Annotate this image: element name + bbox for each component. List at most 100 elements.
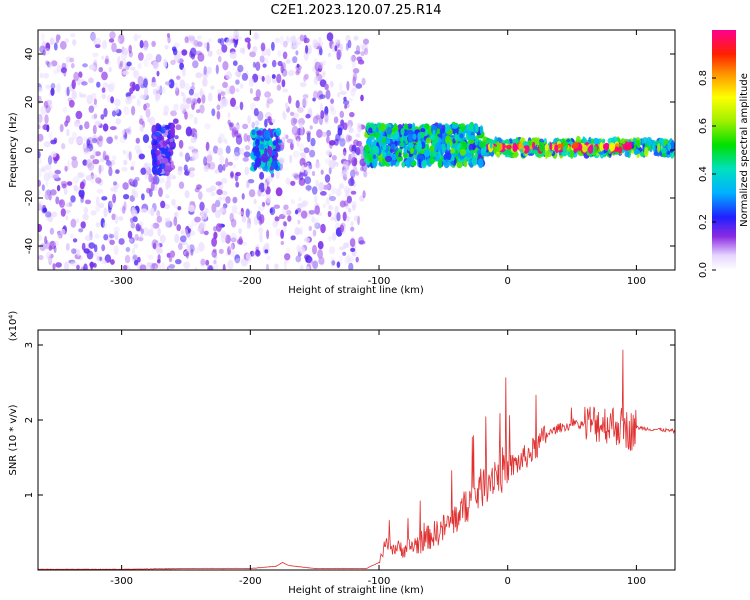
heatmap-cell (190, 248, 194, 256)
heatmap-cell (140, 208, 148, 213)
heatmap-cell (177, 50, 182, 58)
heatmap-cell (167, 179, 172, 188)
heatmap-cell (280, 229, 284, 239)
heatmap-cell (255, 89, 261, 99)
heatmap-cell (290, 111, 295, 116)
heatmap-cell (71, 158, 78, 169)
heatmap-cell (232, 60, 238, 66)
heatmap-cell (275, 169, 281, 180)
heatmap-cell (544, 143, 549, 151)
heatmap-cell (250, 102, 256, 111)
heatmap-cell (327, 52, 332, 57)
heatmap-cell (370, 135, 375, 141)
heatmap-cell (128, 44, 132, 54)
heatmap-cell (189, 50, 193, 58)
heatmap-cell (326, 32, 334, 42)
heatmap-cell (294, 227, 301, 236)
heatmap-cell (103, 107, 108, 118)
heatmap-cell (208, 161, 216, 170)
heatmap-cell (235, 181, 240, 188)
heatmap-cell (168, 265, 175, 270)
heatmap-cell (54, 169, 61, 175)
heatmap-cell (45, 99, 53, 106)
colorbar-gradient (712, 30, 736, 270)
heatmap-cell (80, 173, 85, 178)
heatmap-cell (167, 36, 171, 44)
heatmap-cell (108, 204, 112, 214)
heatmap-cell (314, 205, 321, 215)
heatmap-cell (78, 228, 84, 233)
heatmap-cell (343, 167, 349, 178)
heatmap-cell (416, 153, 424, 163)
heatmap-cell (617, 146, 623, 154)
heatmap-cell (241, 193, 245, 200)
heatmap-cell (353, 35, 359, 41)
heatmap-cell (101, 40, 108, 50)
heatmap-cell (150, 181, 155, 191)
heatmap-cell (255, 249, 260, 256)
heatmap-cell (231, 205, 238, 214)
heatmap-cell (80, 193, 85, 200)
heatmap-cell (196, 184, 202, 190)
heatmap-cell (210, 191, 216, 197)
heatmap-cell (291, 125, 299, 136)
heatmap-cell (92, 149, 96, 158)
heatmap-cell (51, 60, 58, 67)
colorbar-tick-label: 0.4 (698, 166, 709, 182)
heatmap-cell (271, 41, 275, 52)
heatmap-cell (305, 185, 312, 191)
heatmap-cell (65, 56, 72, 63)
heatmap-cell (346, 215, 350, 222)
heatmap-cell (342, 251, 347, 256)
heatmap-cell (350, 176, 354, 186)
heatmap-cell (390, 143, 397, 150)
heatmap-cell (79, 93, 87, 98)
heatmap-cell (302, 200, 309, 207)
heatmap-cell (89, 64, 96, 71)
heatmap-cell (339, 255, 343, 265)
heatmap-cell (45, 164, 52, 171)
heatmap-cell (199, 104, 205, 114)
heatmap-cell (382, 159, 386, 167)
heatmap-cell (146, 187, 151, 194)
heatmap-cell (195, 72, 203, 79)
heatmap-cell (147, 254, 154, 260)
heatmap-cell (363, 38, 369, 45)
heatmap-cell (133, 33, 139, 42)
heatmap-cell (154, 131, 161, 137)
heatmap-cell (193, 247, 200, 254)
heatmap-cell (206, 66, 212, 75)
heatmap-cell (144, 86, 149, 97)
heatmap-cell (306, 132, 311, 143)
heatmap-cell (391, 133, 399, 140)
heatmap-cell (80, 197, 84, 204)
heatmap-cell (174, 233, 180, 244)
heatmap-cell (72, 176, 80, 184)
heatmap-cell (266, 229, 270, 240)
heatmap-cell (451, 123, 459, 129)
heatmap-cell (38, 233, 43, 241)
heatmap-cell (280, 64, 284, 74)
heatmap-cell (48, 131, 53, 141)
heatmap-cell (182, 93, 186, 102)
heatmap-cell (300, 210, 308, 219)
heatmap-cell (184, 170, 190, 176)
heatmap-cell (225, 71, 233, 80)
heatmap-cell (344, 256, 351, 264)
heatmap-cell (230, 97, 236, 108)
heatmap-cell (92, 174, 98, 179)
heatmap-cell (244, 257, 252, 264)
heatmap-cell (261, 75, 265, 82)
heatmap-cell (372, 145, 378, 153)
heatmap-cell (44, 190, 50, 200)
heatmap-cell (346, 195, 352, 204)
heatmap-cell (95, 196, 100, 206)
heatmap-cell (38, 200, 43, 210)
heatmap-cell (103, 234, 109, 241)
heatmap-cell (109, 200, 114, 209)
heatmap-cell (275, 143, 281, 152)
x-tick-label: -200 (239, 276, 262, 287)
heatmap-cell (320, 223, 326, 234)
heatmap-cell (239, 83, 244, 89)
heatmap-cell (233, 30, 240, 40)
